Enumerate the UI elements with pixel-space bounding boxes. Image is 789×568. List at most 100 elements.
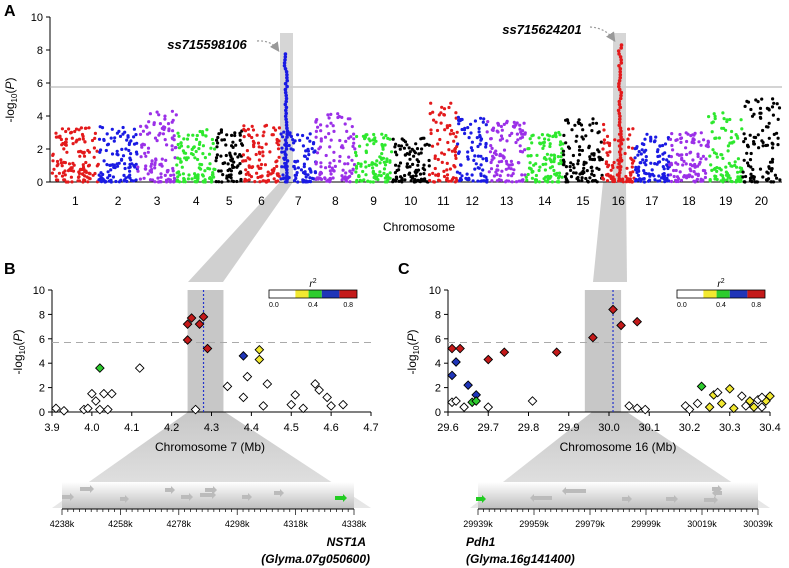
peak-snp-point bbox=[618, 114, 622, 119]
gene-id-nst1a: (Glyma.07g050600) bbox=[261, 552, 370, 566]
snp-point bbox=[727, 161, 731, 165]
snp-point bbox=[161, 132, 165, 136]
snp-point bbox=[60, 127, 64, 131]
snp-point bbox=[628, 171, 632, 175]
snp-point bbox=[469, 122, 473, 126]
snp-point bbox=[699, 157, 703, 161]
snp-point bbox=[418, 172, 423, 176]
snp-point bbox=[639, 179, 643, 183]
snp-point bbox=[721, 176, 725, 180]
snp-point bbox=[445, 168, 449, 172]
snp-point bbox=[99, 148, 103, 152]
snp-point bbox=[455, 170, 459, 174]
snp-point bbox=[371, 180, 375, 184]
snp-point bbox=[81, 172, 85, 176]
snp-point bbox=[388, 176, 392, 180]
snp-point bbox=[682, 159, 686, 163]
snp-point bbox=[754, 98, 758, 102]
gene-pdh1-arrow bbox=[476, 495, 486, 503]
gene-arrow bbox=[120, 495, 129, 503]
snp-point bbox=[217, 169, 221, 173]
snp-point bbox=[488, 150, 493, 154]
snp-point bbox=[247, 178, 251, 182]
snp-point bbox=[531, 169, 535, 174]
snp-point bbox=[476, 144, 480, 149]
snp-point bbox=[517, 161, 521, 165]
snp-point bbox=[273, 128, 278, 132]
peak-snp-point bbox=[283, 138, 288, 142]
snp-point bbox=[142, 176, 146, 180]
snp-point bbox=[572, 166, 576, 170]
snp-point bbox=[454, 135, 458, 139]
snp-point bbox=[530, 134, 534, 138]
snp-point bbox=[574, 139, 578, 143]
snp-point bbox=[222, 138, 226, 142]
snp-point bbox=[684, 162, 688, 166]
snp-point bbox=[458, 179, 462, 183]
snp-point bbox=[644, 158, 648, 162]
snp-point bbox=[256, 175, 260, 180]
snp-point bbox=[176, 131, 180, 135]
snp-point bbox=[214, 156, 219, 160]
snp-point bbox=[253, 180, 257, 184]
track-tick-label: 4318k bbox=[283, 519, 308, 529]
chromosome-20-points bbox=[741, 97, 782, 184]
snp-point bbox=[105, 163, 109, 167]
snp-point bbox=[479, 138, 483, 142]
snp-point bbox=[214, 180, 218, 184]
snp-point bbox=[436, 172, 441, 176]
x-tick-label: 29.6 bbox=[437, 422, 458, 434]
chromosome-label: 2 bbox=[115, 194, 122, 208]
snp-point bbox=[428, 112, 432, 116]
snp-point bbox=[58, 134, 62, 138]
snp-point bbox=[346, 162, 350, 166]
snp-point bbox=[682, 175, 686, 179]
snp-point bbox=[714, 152, 719, 156]
snp-point bbox=[556, 155, 560, 159]
snp-diamond bbox=[736, 391, 747, 401]
snp-point bbox=[207, 152, 212, 156]
snp-point bbox=[484, 145, 488, 149]
chromosome-label: 8 bbox=[332, 194, 339, 208]
snp-point bbox=[375, 175, 379, 179]
snp-point bbox=[505, 139, 509, 143]
peak-snp-point bbox=[284, 144, 289, 148]
snp-point bbox=[510, 131, 514, 135]
snp-point bbox=[625, 166, 629, 170]
snp-point bbox=[429, 131, 433, 136]
peak-snp-point bbox=[617, 81, 621, 86]
snp-point bbox=[696, 154, 700, 159]
snp-point bbox=[163, 117, 167, 121]
peak-arrow-chr7 bbox=[256, 40, 280, 52]
snp-point bbox=[778, 178, 782, 182]
snp-point bbox=[752, 175, 756, 179]
snp-point bbox=[163, 114, 167, 118]
snp-point bbox=[420, 147, 424, 151]
snp-point bbox=[215, 145, 219, 149]
snp-point bbox=[704, 157, 708, 161]
snp-point bbox=[576, 175, 580, 180]
snp-point bbox=[485, 159, 489, 163]
snp-point bbox=[331, 168, 335, 172]
peak-snp-point bbox=[617, 52, 621, 56]
snp-point bbox=[692, 141, 696, 145]
snp-point bbox=[292, 141, 296, 145]
snp-point bbox=[179, 160, 183, 164]
snp-point bbox=[107, 173, 111, 178]
peak-snp-point bbox=[284, 153, 288, 157]
snp-point bbox=[574, 171, 578, 175]
snp-point bbox=[450, 128, 454, 133]
panel-b-x-axis-label: Chromosome 7 (Mb) bbox=[155, 440, 265, 454]
snp-point bbox=[279, 132, 283, 136]
snp-point bbox=[624, 174, 628, 179]
snp-diamond bbox=[59, 405, 69, 416]
snp-point bbox=[180, 165, 184, 169]
snp-point bbox=[661, 157, 665, 161]
snp-point bbox=[209, 146, 213, 150]
snp-point bbox=[432, 180, 436, 184]
snp-point bbox=[74, 127, 79, 131]
snp-point bbox=[201, 152, 205, 156]
snp-point bbox=[192, 145, 196, 149]
snp-point bbox=[77, 171, 82, 176]
snp-point bbox=[601, 147, 605, 151]
